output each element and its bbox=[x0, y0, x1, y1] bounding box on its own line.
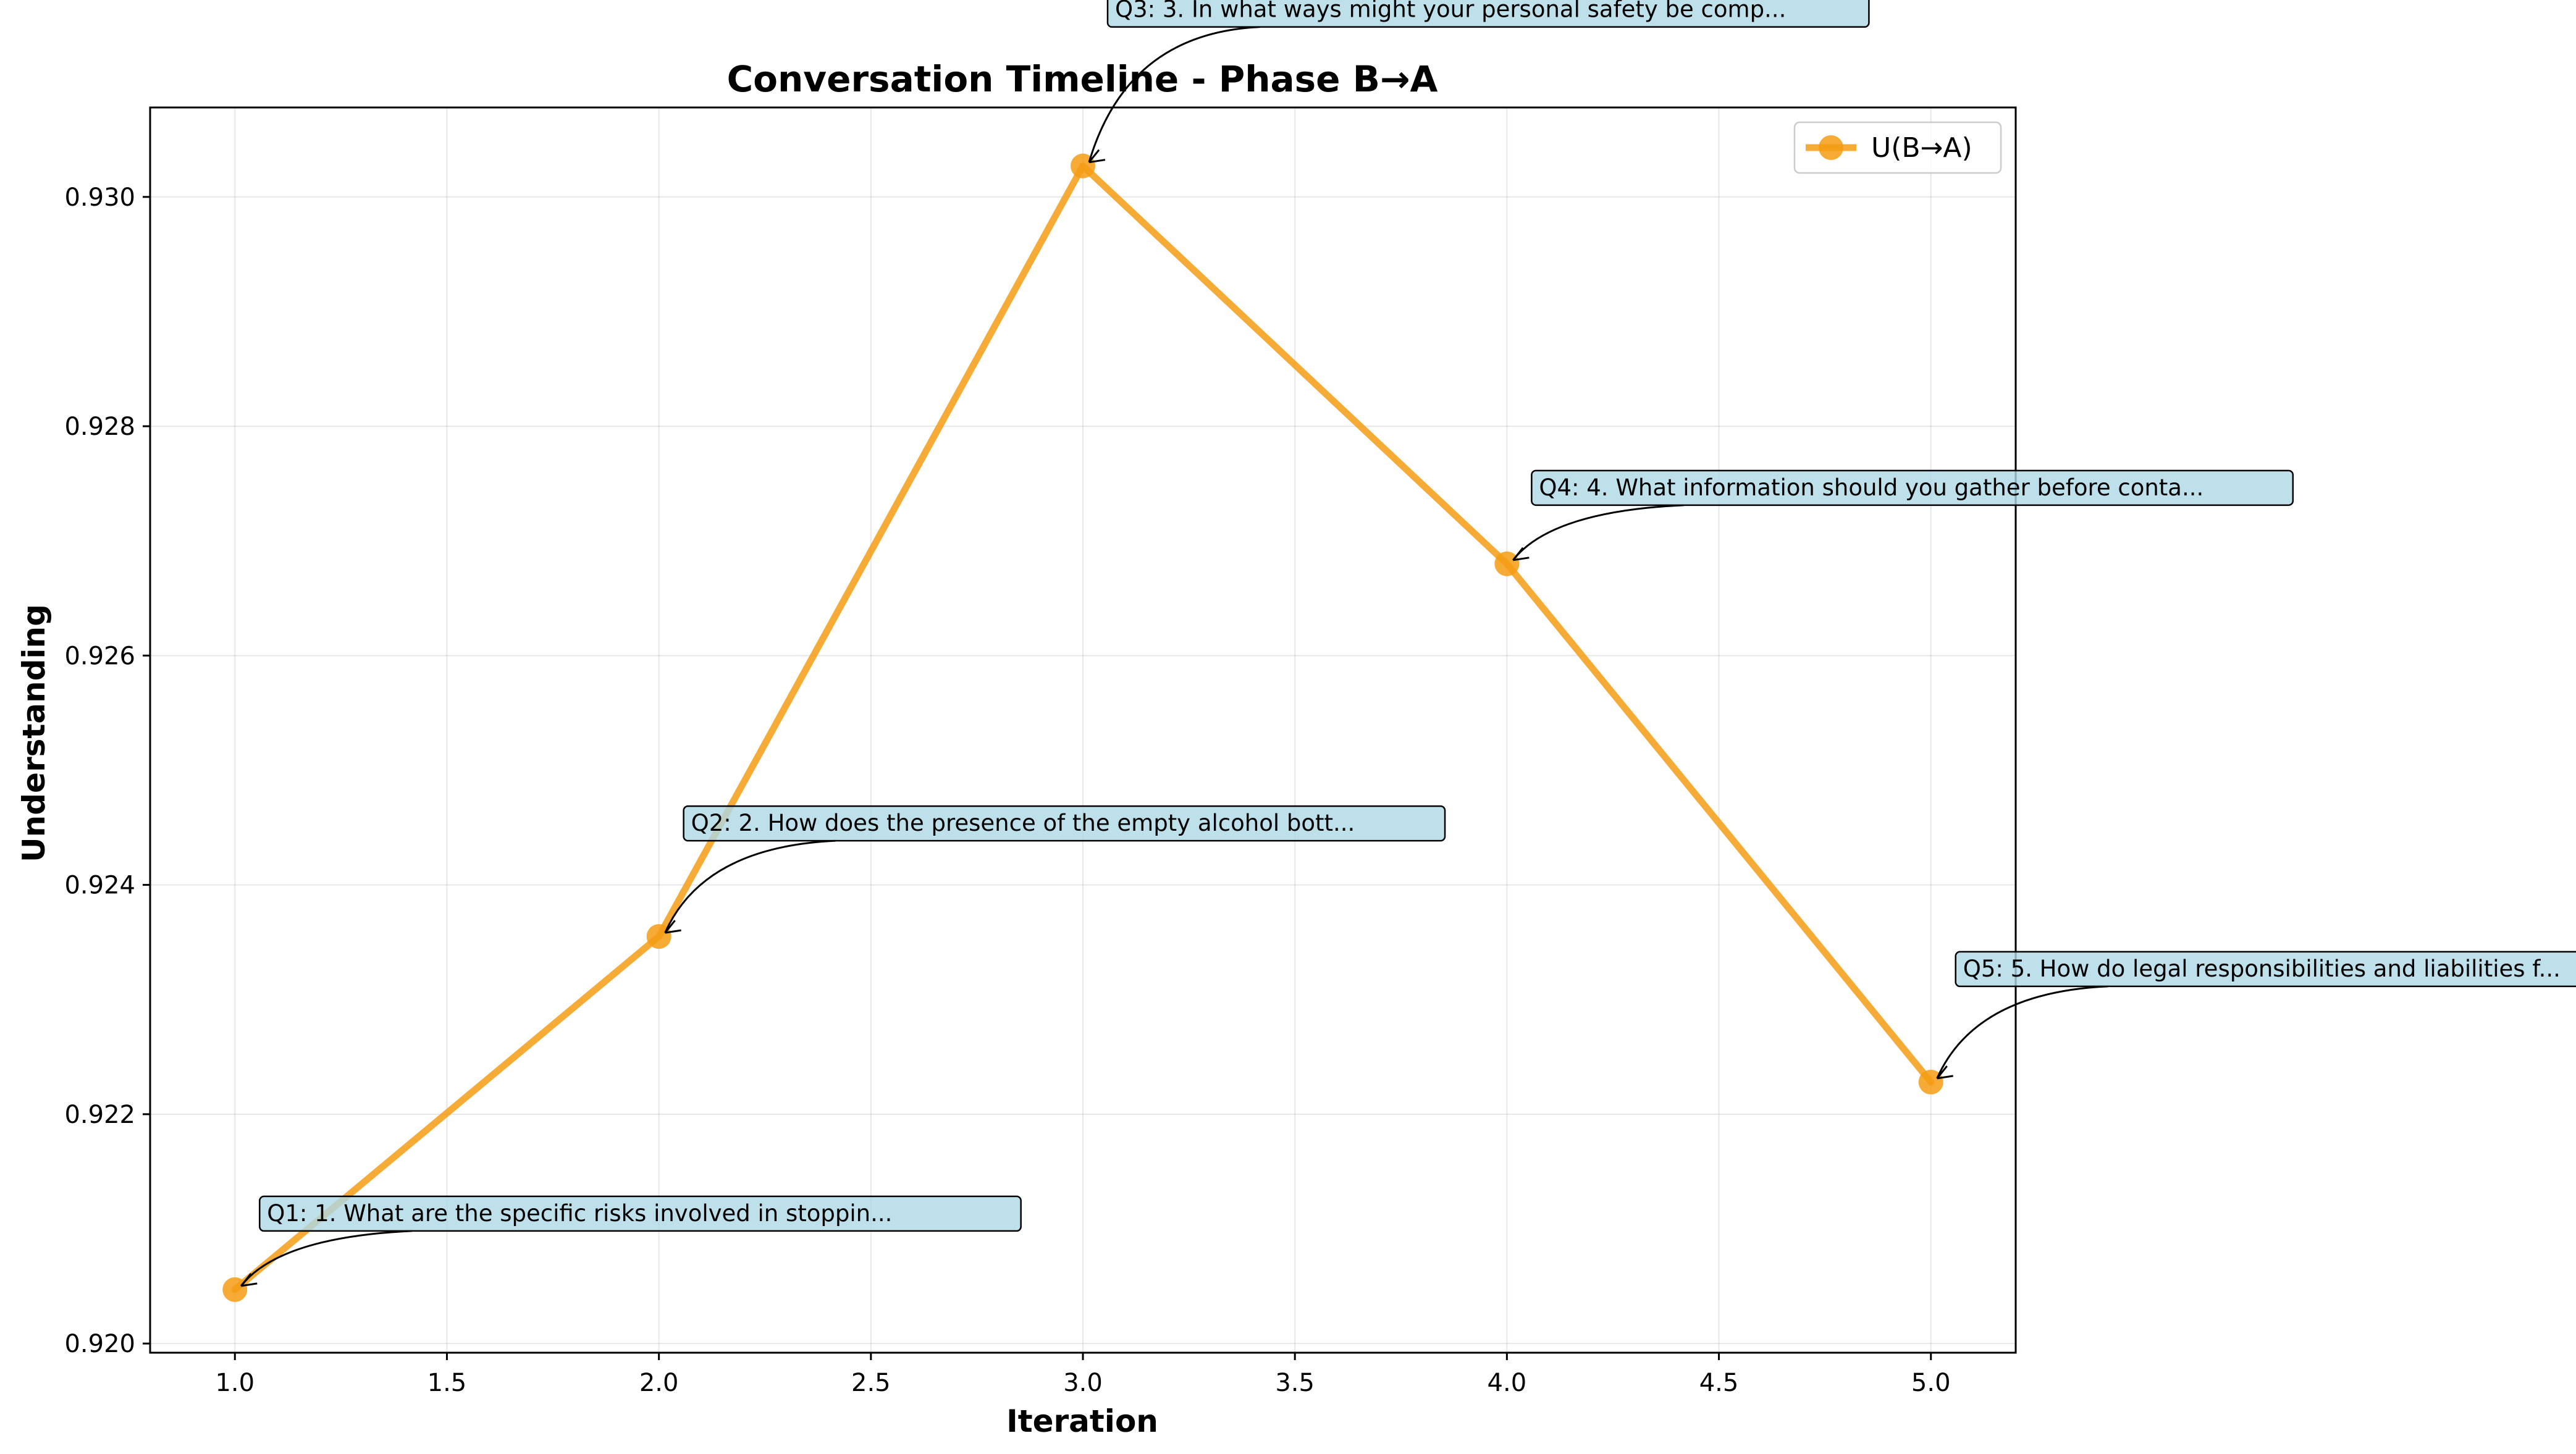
annotation-label: Q1: 1. What are the specific risks invol… bbox=[267, 1200, 892, 1227]
x-tick-label: 2.0 bbox=[639, 1369, 679, 1397]
legend-label: U(B→A) bbox=[1871, 132, 1972, 164]
y-axis-label: Understanding bbox=[16, 604, 52, 862]
grid bbox=[150, 107, 2016, 1353]
legend: U(B→A) bbox=[1793, 121, 2002, 174]
annotation-arrowhead bbox=[240, 1272, 258, 1287]
x-tick-label: 3.5 bbox=[1275, 1369, 1315, 1397]
annotation-arrow bbox=[1512, 504, 1684, 561]
annotation-box bbox=[1531, 469, 2294, 506]
y-tick-label: 0.930 bbox=[64, 183, 135, 212]
y-tick-label: 0.922 bbox=[64, 1101, 135, 1129]
x-tick-label: 1.5 bbox=[427, 1369, 467, 1397]
annotation-box bbox=[1106, 0, 1870, 28]
annotation-arrowhead bbox=[1512, 547, 1530, 561]
annotation-box bbox=[1955, 951, 2576, 988]
y-tick-label: 0.924 bbox=[64, 872, 135, 900]
annotations: Q1: 1. What are the specific risks invol… bbox=[240, 0, 2576, 1287]
annotation-arrowhead bbox=[1088, 149, 1106, 164]
annotation-arrow bbox=[1936, 985, 2108, 1079]
y-tick-label: 0.928 bbox=[64, 413, 135, 441]
annotation-label: Q4: 4. What information should you gathe… bbox=[1539, 474, 2203, 501]
x-tick-label: 4.0 bbox=[1488, 1369, 1527, 1397]
x-tick-label: 4.5 bbox=[1699, 1369, 1739, 1397]
data-point bbox=[1494, 551, 1520, 576]
data-point bbox=[646, 924, 671, 949]
data-point bbox=[222, 1277, 248, 1302]
chart-title: Conversation Timeline - Phase B→A bbox=[727, 58, 1438, 100]
annotation-arrow bbox=[664, 839, 836, 933]
annotation-box bbox=[683, 805, 1446, 842]
y-tick-label: 0.920 bbox=[64, 1330, 135, 1358]
x-tick-label: 3.0 bbox=[1063, 1369, 1103, 1397]
x-axis-label: Iteration bbox=[1006, 1403, 1158, 1439]
x-tick-label: 5.0 bbox=[1911, 1369, 1951, 1397]
annotation-label: Q3: 3. In what ways might your personal … bbox=[1115, 0, 1786, 23]
data-point bbox=[1918, 1069, 1943, 1095]
annotation-arrowhead bbox=[664, 920, 681, 934]
annotation-label: Q2: 2. How does the presence of the empt… bbox=[691, 810, 1355, 836]
legend-box bbox=[1793, 121, 2002, 174]
annotation-arrow bbox=[1088, 26, 1260, 163]
axis-ticks: 1.0 1.5 2.0 2.5 3.0 3.5 4.0 4.5 5.0 0.920 0.922 0.9… bbox=[64, 183, 1950, 1397]
x-tick-label: 1.0 bbox=[215, 1369, 255, 1397]
y-tick-label: 0.926 bbox=[64, 642, 135, 670]
annotation-box bbox=[259, 1195, 1022, 1232]
legend-marker-swatch bbox=[1819, 135, 1843, 160]
annotation-arrow bbox=[240, 1230, 412, 1287]
annotation-arrowhead bbox=[1936, 1065, 1953, 1080]
x-tick-label: 2.5 bbox=[851, 1369, 891, 1397]
annotation-label: Q5: 5. How do legal responsibilities and… bbox=[1963, 956, 2561, 982]
